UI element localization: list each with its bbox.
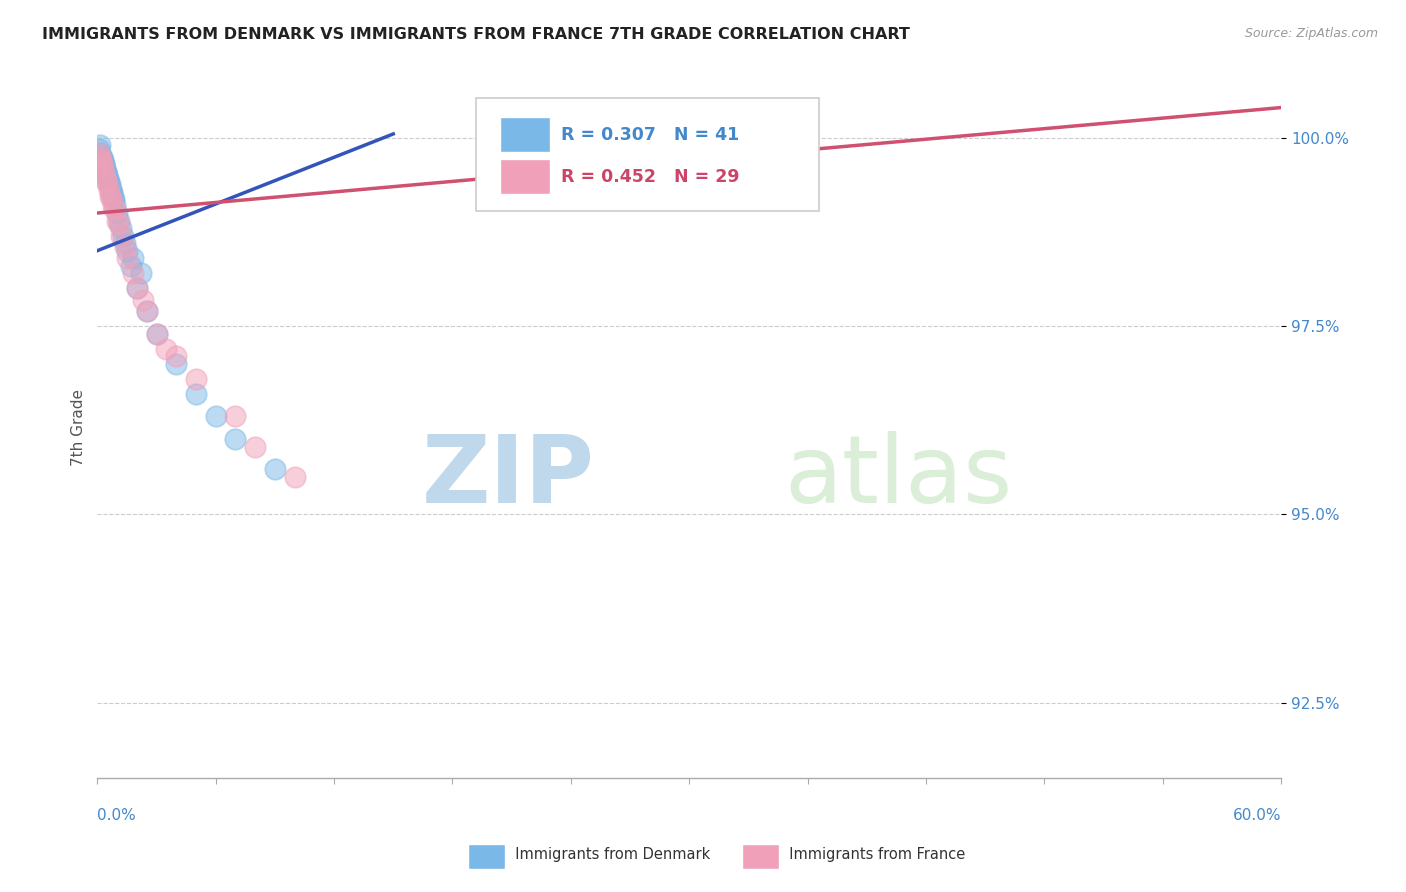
Point bbox=[111, 228, 134, 243]
Point bbox=[98, 178, 121, 192]
FancyBboxPatch shape bbox=[477, 98, 820, 211]
Point bbox=[96, 176, 118, 190]
Point bbox=[115, 251, 138, 265]
Text: R = 0.307   N = 41: R = 0.307 N = 41 bbox=[561, 126, 740, 144]
Point bbox=[184, 372, 207, 386]
Point bbox=[91, 161, 114, 175]
Point bbox=[98, 179, 121, 194]
Point bbox=[114, 240, 136, 254]
Point bbox=[121, 266, 143, 280]
Text: 0.0%: 0.0% bbox=[97, 808, 136, 823]
Point bbox=[145, 326, 167, 341]
Point bbox=[100, 185, 122, 199]
Point bbox=[94, 161, 117, 175]
Point bbox=[93, 157, 115, 171]
Point bbox=[184, 386, 207, 401]
Point bbox=[105, 213, 128, 227]
Point bbox=[110, 221, 132, 235]
Point bbox=[165, 357, 187, 371]
Point bbox=[114, 236, 136, 251]
Point bbox=[90, 149, 112, 163]
Point bbox=[155, 342, 177, 356]
Text: atlas: atlas bbox=[785, 431, 1012, 523]
Point bbox=[90, 149, 112, 163]
Point bbox=[93, 157, 115, 171]
Point bbox=[115, 244, 138, 258]
Point bbox=[91, 153, 114, 168]
FancyBboxPatch shape bbox=[499, 159, 550, 194]
Point bbox=[89, 149, 111, 163]
Point bbox=[98, 189, 121, 203]
Point bbox=[98, 183, 121, 197]
Point bbox=[108, 213, 131, 227]
Point bbox=[101, 187, 124, 202]
Y-axis label: 7th Grade: 7th Grade bbox=[72, 389, 86, 467]
Point bbox=[145, 326, 167, 341]
Point bbox=[89, 138, 111, 153]
Point bbox=[135, 304, 157, 318]
Point bbox=[264, 462, 287, 476]
Point bbox=[98, 176, 121, 190]
Point bbox=[90, 153, 112, 168]
Point bbox=[96, 164, 118, 178]
Point bbox=[96, 169, 118, 183]
Point bbox=[125, 281, 148, 295]
FancyBboxPatch shape bbox=[499, 118, 550, 153]
Point bbox=[110, 228, 132, 243]
Point bbox=[103, 193, 125, 207]
Point bbox=[284, 469, 307, 483]
Point bbox=[97, 172, 120, 186]
Point bbox=[101, 191, 124, 205]
Point bbox=[91, 153, 114, 168]
Point bbox=[120, 259, 142, 273]
Text: Immigrants from Denmark: Immigrants from Denmark bbox=[506, 847, 710, 862]
Point bbox=[91, 157, 114, 171]
Point bbox=[129, 266, 152, 280]
Point bbox=[96, 174, 118, 188]
Text: R = 0.452   N = 29: R = 0.452 N = 29 bbox=[561, 168, 740, 186]
Text: 60.0%: 60.0% bbox=[1233, 808, 1281, 823]
Point bbox=[125, 281, 148, 295]
Point bbox=[97, 172, 120, 186]
Text: IMMIGRANTS FROM DENMARK VS IMMIGRANTS FROM FRANCE 7TH GRADE CORRELATION CHART: IMMIGRANTS FROM DENMARK VS IMMIGRANTS FR… bbox=[42, 27, 910, 42]
Point bbox=[104, 198, 127, 212]
Point bbox=[204, 409, 226, 424]
Point bbox=[224, 409, 246, 424]
Text: Immigrants from France: Immigrants from France bbox=[780, 847, 966, 862]
Point bbox=[165, 349, 187, 363]
Point bbox=[89, 145, 111, 160]
Text: ZIP: ZIP bbox=[422, 431, 595, 523]
Point bbox=[103, 202, 125, 217]
Text: Source: ZipAtlas.com: Source: ZipAtlas.com bbox=[1244, 27, 1378, 40]
Point bbox=[101, 198, 124, 212]
Point bbox=[135, 304, 157, 318]
Point bbox=[105, 206, 128, 220]
Point bbox=[121, 251, 143, 265]
Point bbox=[108, 217, 131, 231]
Point bbox=[89, 142, 111, 156]
Point bbox=[89, 145, 111, 160]
Point bbox=[243, 440, 266, 454]
Point bbox=[100, 191, 122, 205]
Point bbox=[224, 432, 246, 446]
Point bbox=[132, 293, 155, 307]
Point bbox=[100, 183, 122, 197]
Point bbox=[94, 164, 117, 178]
Point bbox=[94, 169, 117, 183]
